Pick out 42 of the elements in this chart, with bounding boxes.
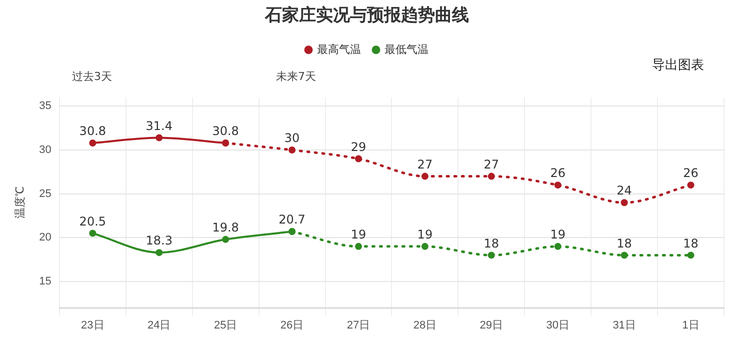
data-label: 18 bbox=[616, 236, 632, 250]
y-tick-label: 20 bbox=[39, 232, 52, 244]
data-label: 30 bbox=[284, 131, 300, 146]
data-label: 31.4 bbox=[146, 118, 172, 133]
data-label: 19.8 bbox=[212, 220, 239, 235]
x-tick-label: 1日 bbox=[682, 319, 700, 332]
x-tick-label: 23日 bbox=[81, 319, 104, 332]
x-tick-label: 24日 bbox=[147, 319, 171, 332]
x-tick-label: 27日 bbox=[346, 319, 370, 332]
y-tick-label: 25 bbox=[39, 188, 52, 200]
x-tick-label: 26日 bbox=[280, 319, 304, 332]
legend-label: 最高气温 bbox=[317, 42, 361, 56]
data-label: 18.3 bbox=[146, 234, 172, 248]
y-axis-title: 温度℃ bbox=[14, 186, 27, 219]
data-label: 24 bbox=[616, 184, 632, 198]
data-label: 26 bbox=[550, 166, 566, 180]
text: 过去3天 bbox=[72, 69, 112, 84]
data-label: 19 bbox=[550, 228, 566, 242]
data-label: 19 bbox=[350, 228, 366, 242]
x-tick-label: 25日 bbox=[214, 319, 238, 332]
y-tick-label: 35 bbox=[39, 100, 52, 112]
data-label: 30.8 bbox=[212, 124, 239, 138]
data-label: 20.7 bbox=[278, 212, 306, 227]
data-label: 27 bbox=[484, 157, 500, 172]
data-label: 18 bbox=[484, 236, 500, 250]
y-tick-label: 15 bbox=[39, 276, 52, 288]
chart-title: 石家庄实况与预报趋势曲线 bbox=[264, 6, 469, 26]
text: 未来7天 bbox=[276, 69, 316, 84]
data-label: 20.5 bbox=[79, 214, 106, 228]
data-label: 19 bbox=[417, 228, 433, 242]
data-label: 30.8 bbox=[79, 124, 106, 138]
x-tick-label: 28日 bbox=[413, 319, 437, 332]
data-label: 27 bbox=[417, 157, 433, 172]
x-tick-label: 31日 bbox=[612, 319, 636, 332]
x-tick-label: 29日 bbox=[480, 319, 504, 332]
data-label: 29 bbox=[350, 140, 366, 154]
data-label: 18 bbox=[683, 236, 698, 250]
x-tick-label: 30日 bbox=[546, 319, 570, 332]
y-tick-label: 30 bbox=[39, 144, 52, 156]
legend-label: 最低气温 bbox=[384, 44, 428, 56]
text: 导出图表 bbox=[652, 57, 704, 74]
data-label: 26 bbox=[683, 166, 698, 180]
